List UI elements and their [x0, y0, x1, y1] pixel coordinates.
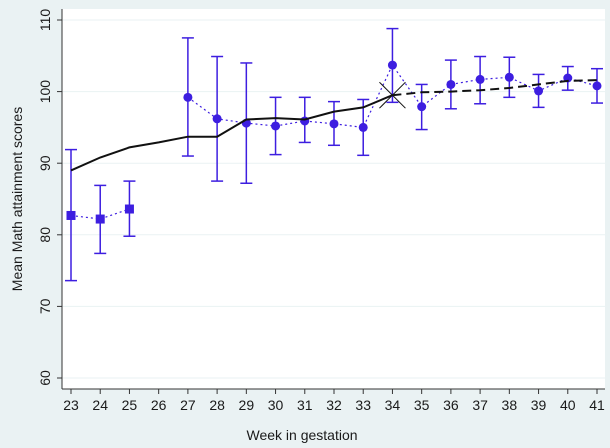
x-tick-label: 34 — [385, 397, 401, 413]
data-point-circle — [183, 92, 193, 102]
y-axis-title: Mean Math attainment scores — [9, 107, 25, 291]
data-point-square — [124, 204, 134, 214]
x-tick-label: 40 — [560, 397, 576, 413]
x-tick-label: 37 — [472, 397, 488, 413]
data-point-circle — [475, 74, 485, 84]
x-tick-label: 27 — [180, 397, 196, 413]
x-tick-label: 35 — [414, 397, 430, 413]
observed-dotted-line — [187, 63, 598, 129]
y-tick-label: 110 — [37, 9, 53, 32]
grid-layer — [62, 19, 605, 379]
x-tick-label: 25 — [122, 397, 138, 413]
x-tick-label: 33 — [355, 397, 371, 413]
data-point-circle — [358, 122, 368, 132]
y-tick-label: 100 — [37, 80, 53, 104]
fitted-line-dashed — [392, 79, 598, 97]
y-axis-ticks: 60 70 80 90 100 110 — [37, 9, 62, 386]
data-point-circle — [504, 72, 514, 82]
data-point-circle — [417, 102, 427, 112]
y-tick-label: 90 — [37, 155, 53, 171]
series-layer — [65, 27, 603, 282]
x-tick-label: 26 — [151, 397, 167, 413]
y-tick-label: 60 — [37, 370, 53, 386]
x-tick-label: 28 — [209, 397, 225, 413]
data-point-circle — [446, 79, 456, 89]
y-tick-label: 70 — [37, 298, 53, 314]
x-tick-label: 32 — [326, 397, 342, 413]
plot-area — [62, 9, 605, 389]
x-tick-label: 31 — [297, 397, 313, 413]
x-tick-label: 38 — [502, 397, 518, 413]
data-point-circle — [534, 86, 544, 96]
fitted-line-solid — [70, 94, 393, 172]
x-tick-label: 41 — [589, 397, 605, 413]
x-axis-ticks: 23 24 25 26 27 28 29 30 31 32 33 34 35 36 37 38 39 40 41 — [63, 389, 605, 413]
data-point-circle — [387, 60, 397, 70]
data-point-square — [66, 210, 76, 220]
x-tick-label: 29 — [239, 397, 255, 413]
data-point-circle — [592, 81, 602, 91]
data-point-square — [95, 214, 105, 224]
data-point-circle — [271, 121, 281, 131]
x-tick-label: 23 — [63, 397, 79, 413]
x-tick-label: 30 — [268, 397, 284, 413]
y-tick-label: 80 — [37, 227, 53, 243]
x-tick-label: 39 — [531, 397, 547, 413]
data-point-circle — [212, 114, 222, 124]
cross-marker — [379, 81, 406, 109]
x-tick-label: 24 — [92, 397, 108, 413]
x-tick-label: 36 — [443, 397, 459, 413]
data-point-circle — [329, 119, 339, 129]
x-axis-title: Week in gestation — [246, 427, 357, 443]
